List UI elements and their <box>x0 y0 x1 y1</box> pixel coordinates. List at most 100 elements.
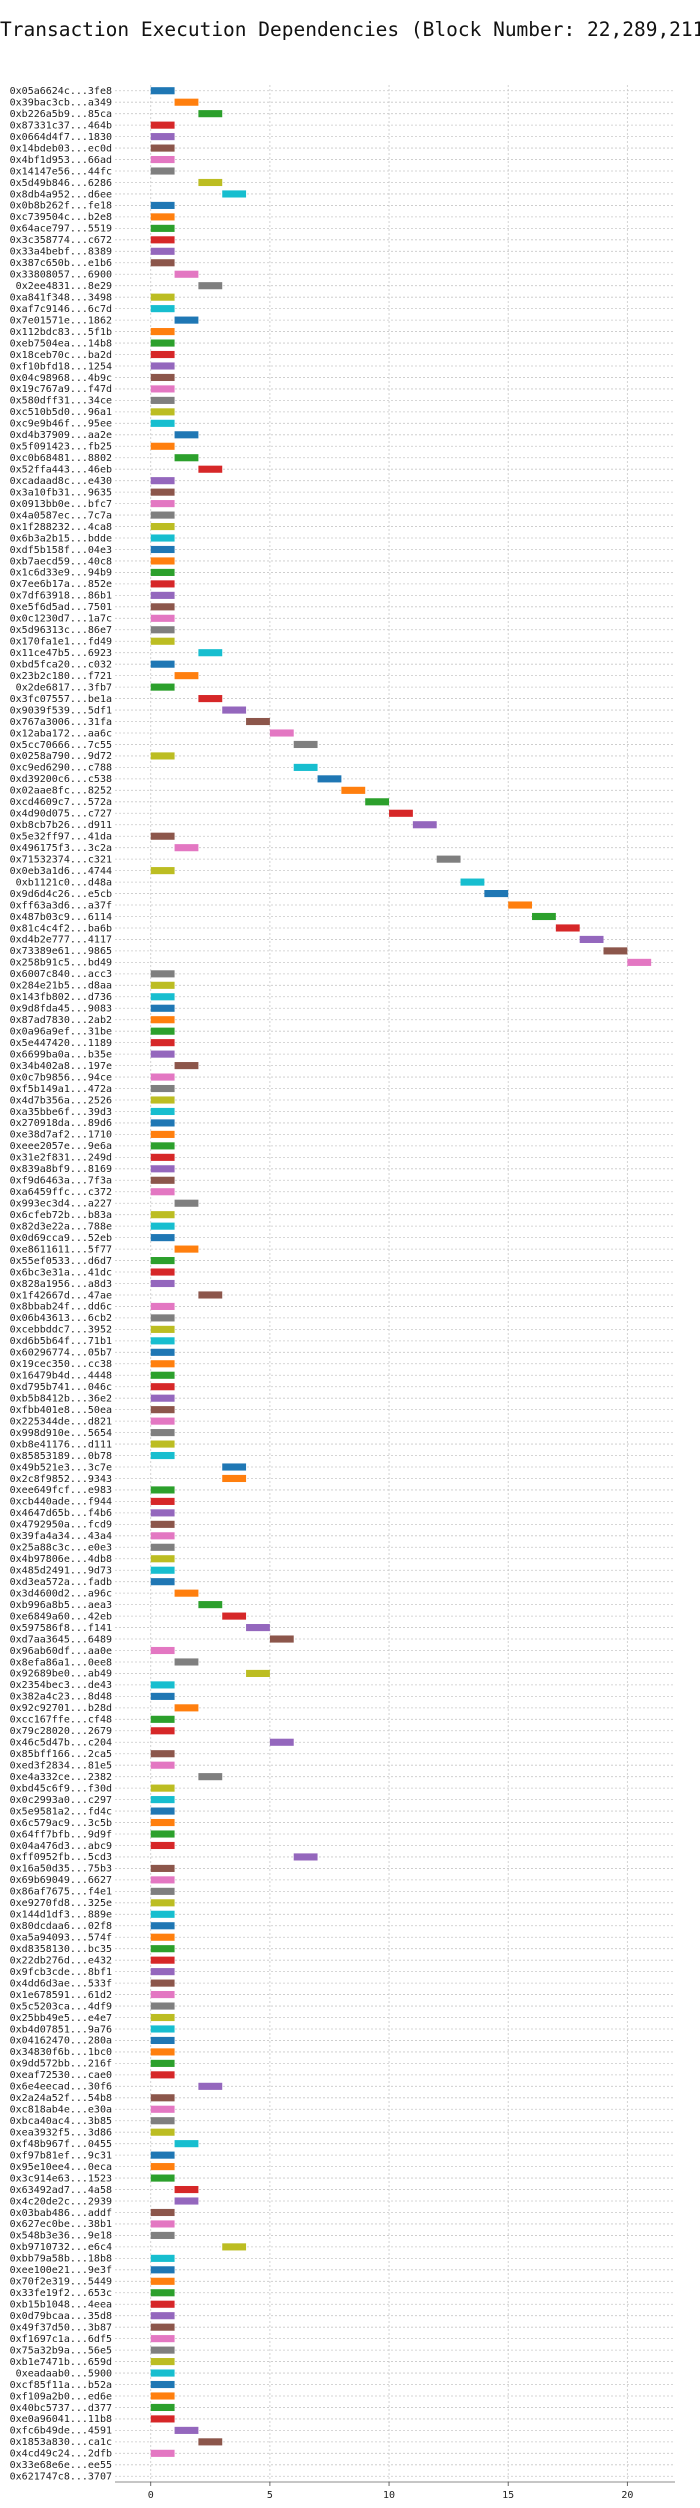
gantt-bar <box>150 1532 175 1540</box>
gantt-bar <box>150 660 175 668</box>
y-tick-label: 0x96ab60df...aa0e <box>10 1646 112 1657</box>
y-tick-label: 0x2a24a52f...54b8 <box>10 2093 112 2104</box>
y-tick-label: 0x7df63918...86b1 <box>10 591 112 602</box>
gantt-bar <box>150 1727 175 1735</box>
gantt-bar <box>150 1864 175 1872</box>
y-tick-label: 0x1e678591...61d2 <box>10 1990 112 2001</box>
gantt-bar <box>150 1715 175 1723</box>
y-tick-label: 0xe5f6d5ad...7501 <box>10 602 112 613</box>
y-tick-label: 0xcebbddc7...3952 <box>10 1325 112 1336</box>
gantt-bar <box>150 2094 175 2102</box>
gantt-bar <box>150 1314 175 1322</box>
y-tick-label: 0x23b2c180...f721 <box>10 671 112 682</box>
gantt-bar <box>150 1325 175 1333</box>
y-tick-label: 0xcd4609c7...572a <box>10 797 112 808</box>
gantt-bar <box>150 1119 175 1127</box>
gantt-bar <box>150 2358 175 2366</box>
y-tick-label: 0x5e32ff97...41da <box>10 832 112 843</box>
gantt-bar <box>150 2266 175 2274</box>
y-tick-label: 0x485d2491...9d73 <box>10 1566 112 1577</box>
gantt-bar <box>150 637 175 645</box>
gantt-bar <box>150 2220 175 2228</box>
gantt-bar <box>460 878 485 886</box>
gantt-bar <box>150 1979 175 1987</box>
gantt-bar <box>174 2426 199 2434</box>
gantt-bar <box>150 568 175 576</box>
y-tick-label: 0xd7aa3645...6489 <box>10 1634 112 1645</box>
gantt-bar <box>150 133 175 141</box>
gantt-bar <box>150 2059 175 2067</box>
gantt-bar <box>150 419 175 427</box>
y-tick-label: 0x6007c840...acc3 <box>10 969 112 980</box>
gantt-bar <box>150 2254 175 2262</box>
y-tick-label: 0x225344de...d821 <box>10 1416 112 1427</box>
chart-title: Transaction Execution Dependencies (Bloc… <box>0 18 700 41</box>
gantt-bar <box>150 1991 175 1999</box>
y-tick-label: 0x16479b4d...4448 <box>10 1371 112 1382</box>
gantt-bar <box>150 339 175 347</box>
gantt-bar <box>174 1199 199 1207</box>
gantt-bar <box>174 1245 199 1253</box>
x-tick-label: 5 <box>267 2490 273 2501</box>
gantt-bar <box>174 2185 199 2194</box>
gantt-bar <box>150 2105 175 2113</box>
y-tick-label: 0xbd45c6f9...f30d <box>10 1783 112 1794</box>
gantt-bar <box>150 408 175 416</box>
y-tick-label: 0xb226a5b9...85ca <box>10 109 112 120</box>
gantt-bar <box>150 1910 175 1918</box>
gantt-bar <box>150 2231 175 2239</box>
gantt-bar <box>436 855 461 863</box>
gantt-bar <box>150 1440 175 1448</box>
y-tick-label: 0x63492ad7...4a58 <box>10 2185 112 2196</box>
gantt-bar <box>150 2025 175 2033</box>
gantt-bar <box>150 1165 175 1173</box>
gantt-bar <box>198 178 223 187</box>
y-tick-label: 0x5e9581a2...fd4c <box>10 1806 112 1817</box>
gantt-bar <box>150 522 175 531</box>
y-tick-label: 0x18ceb70c...ba2d <box>10 350 112 361</box>
gantt-bar <box>150 362 175 370</box>
y-tick-label: 0x34830f6b...1bc0 <box>10 2047 112 2058</box>
y-tick-label: 0xc818ab4e...e30a <box>10 2105 112 2116</box>
y-tick-label: 0xfbb401e8...50ea <box>10 1405 112 1416</box>
y-tick-label: 0x31e2f831...249d <box>10 1153 112 1164</box>
y-tick-label: 0xe9270fd8...325e <box>10 1898 112 1909</box>
gantt-bar <box>198 695 223 703</box>
y-tick-label: 0xee649fcf...e983 <box>10 1485 112 1496</box>
gantt-bar <box>198 2438 223 2446</box>
gantt-bar <box>150 2380 175 2389</box>
gantt-bar <box>150 1360 175 1368</box>
gantt-bar <box>150 1968 175 1976</box>
gantt-bar <box>150 2174 175 2182</box>
y-tick-label: 0x40bc5737...d377 <box>10 2403 112 2414</box>
y-tick-label: 0x49b521e3...3c7e <box>10 1462 112 1473</box>
y-tick-label: 0x12aba172...aa6c <box>10 728 112 739</box>
gantt-bar <box>174 316 199 324</box>
y-tick-label: 0x998d910e...5654 <box>10 1428 112 1439</box>
y-tick-label: 0xaf7c9146...6c7d <box>10 304 112 315</box>
y-tick-label: 0x4647d65b...f4b6 <box>10 1508 112 1519</box>
y-tick-label: 0xeaf72530...cae0 <box>10 2070 112 2081</box>
y-tick-label: 0x4a0587ec...7c7a <box>10 510 112 521</box>
gantt-bar <box>150 1646 175 1655</box>
gantt-bar <box>198 1601 223 1609</box>
gantt-bar <box>174 1589 199 1597</box>
y-tick-label: 0xc0b68481...8802 <box>10 453 112 464</box>
y-tick-label: 0x86af7675...f4e1 <box>10 1887 112 1898</box>
gantt-bar <box>150 993 175 1001</box>
y-tick-label: 0x767a3006...31fa <box>10 717 112 728</box>
gantt-bar <box>150 2128 175 2136</box>
y-tick-label: 0x0b8b262f...fe18 <box>10 201 112 212</box>
gantt-bar <box>246 1669 270 1677</box>
y-tick-label: 0xb4d07851...9a76 <box>10 2024 112 2035</box>
gantt-bar <box>150 752 175 760</box>
gantt-bar <box>150 1887 175 1895</box>
gantt-bar <box>150 293 175 301</box>
y-tick-label: 0x73389e61...9865 <box>10 946 112 957</box>
y-tick-label: 0xb1121c0...d48a <box>16 877 112 888</box>
gantt-bar <box>150 144 175 152</box>
y-tick-label: 0x11ce47b5...6923 <box>10 648 112 659</box>
gantt-bar <box>150 1279 175 1288</box>
gantt-bar <box>269 729 294 737</box>
gantt-bar <box>150 87 175 95</box>
